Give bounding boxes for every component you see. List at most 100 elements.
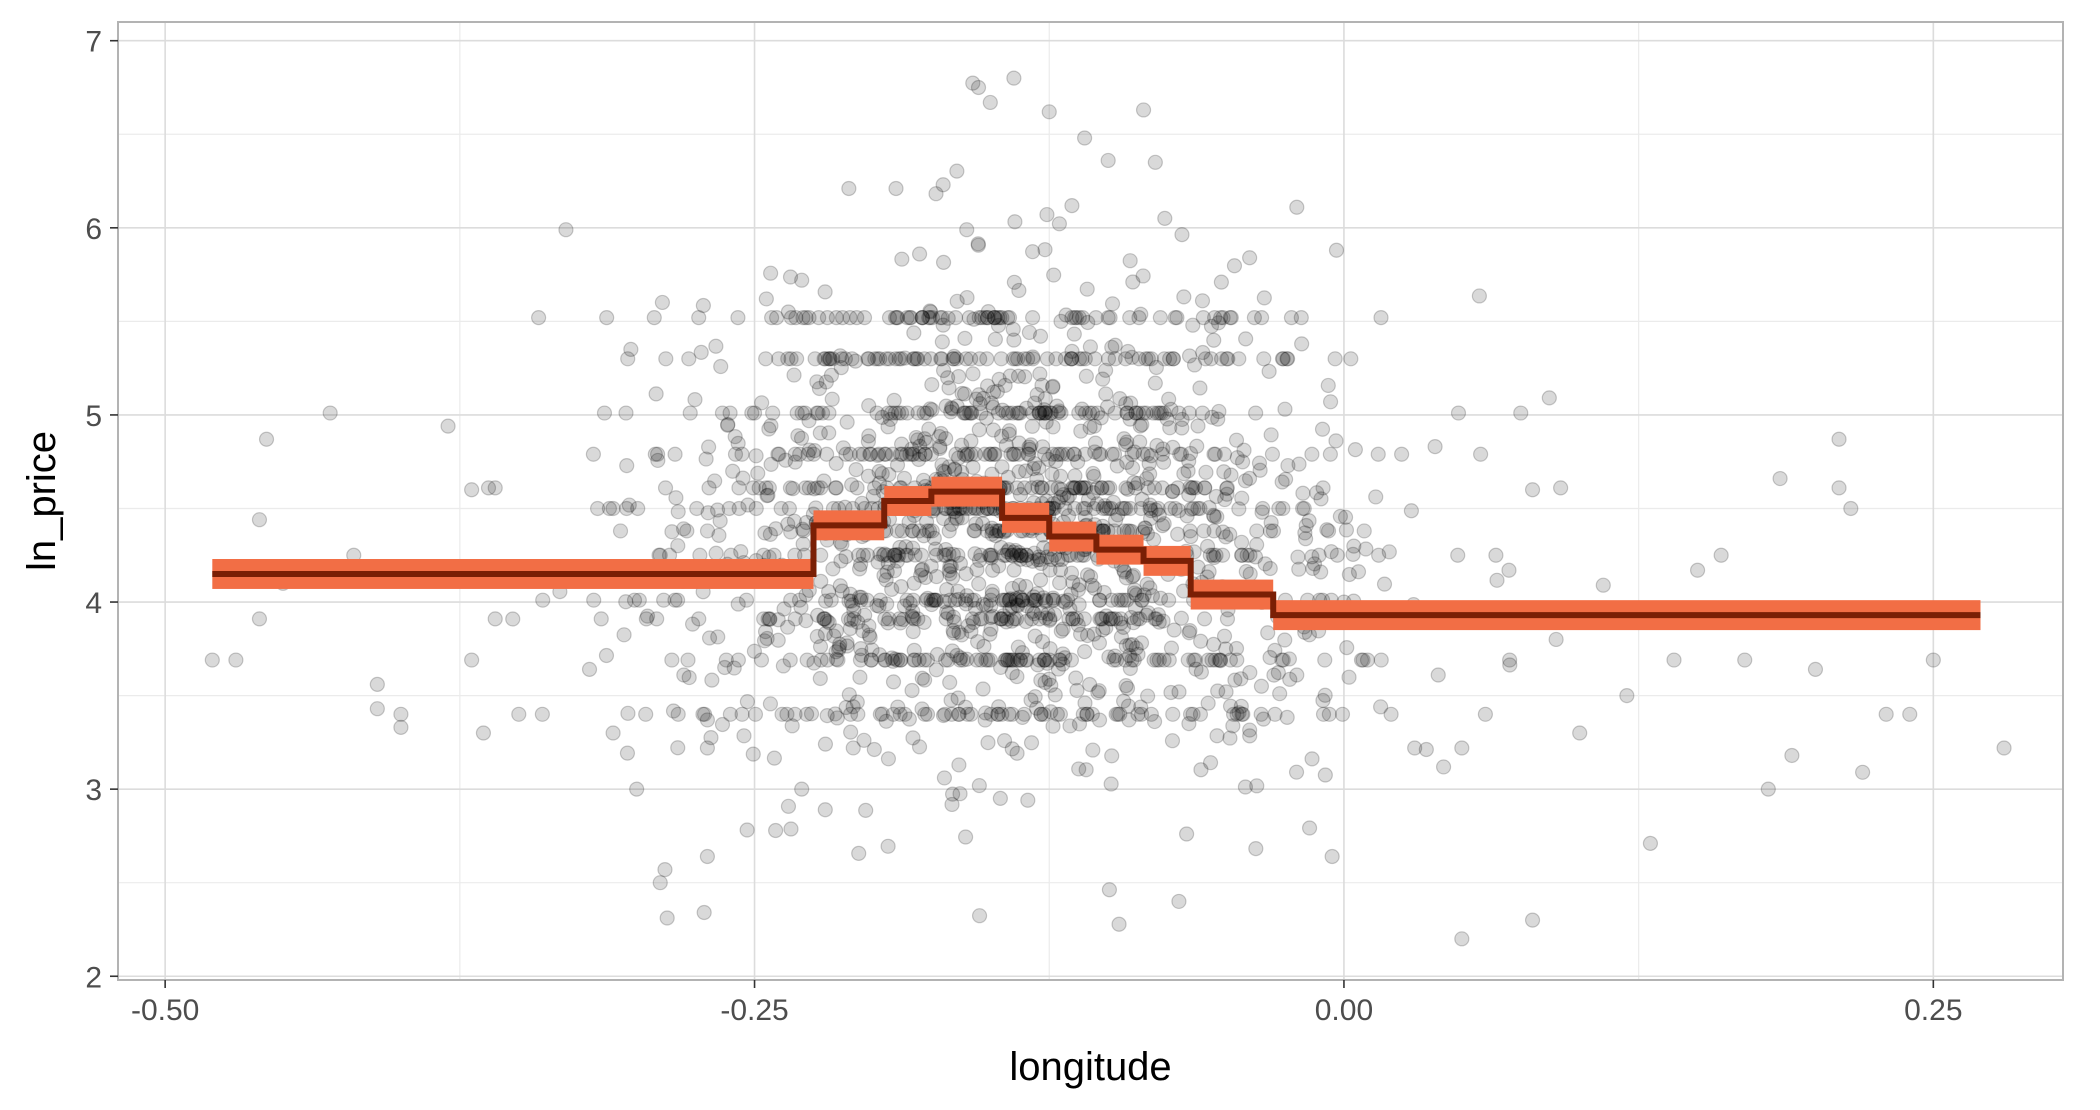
scatter-point xyxy=(946,351,962,367)
scatter-point xyxy=(996,547,1012,563)
scatter-point xyxy=(747,706,764,722)
scatter-point xyxy=(898,547,914,563)
scatter-point xyxy=(905,610,921,626)
scatter-point xyxy=(1068,611,1084,627)
scatter-point xyxy=(1119,592,1135,608)
scatter-point xyxy=(1037,405,1053,421)
scatter-point xyxy=(535,592,551,608)
scatter-point xyxy=(1304,549,1320,565)
scatter-point xyxy=(1306,556,1323,572)
scatter-point xyxy=(1014,645,1031,661)
scatter-point xyxy=(787,611,803,627)
scatter-point xyxy=(1027,689,1043,705)
scatter-point xyxy=(1087,580,1103,596)
scatter-point xyxy=(936,770,953,786)
scatter-point xyxy=(1037,242,1053,258)
scatter-point xyxy=(585,446,601,462)
scatter-point xyxy=(1099,480,1116,496)
scatter-point xyxy=(1135,102,1152,118)
scatter-point xyxy=(827,480,844,496)
scatter-point xyxy=(1179,508,1195,524)
scatter-point xyxy=(1038,610,1054,626)
scatter-point xyxy=(1088,310,1104,326)
scatter-point xyxy=(912,446,928,462)
scatter-point xyxy=(801,413,817,429)
scatter-point xyxy=(1011,464,1027,480)
scatter-point xyxy=(850,547,867,563)
scatter-point xyxy=(770,632,786,648)
scatter-point xyxy=(1146,531,1162,548)
scatter-point xyxy=(623,341,639,358)
scatter-point xyxy=(1126,582,1143,598)
scatter-point xyxy=(1471,288,1487,304)
scatter-point xyxy=(880,615,896,631)
scatter-point xyxy=(1075,706,1091,722)
scatter-point xyxy=(886,392,902,408)
scatter-point xyxy=(1000,652,1016,668)
scatter-point xyxy=(1373,310,1389,326)
scatter-point xyxy=(1009,652,1026,668)
scatter-point xyxy=(679,523,695,539)
x-axis-title: longitude xyxy=(1009,1045,1171,1089)
scatter-point xyxy=(1098,500,1114,517)
scatter-point xyxy=(1048,453,1064,470)
scatter-point xyxy=(806,446,822,462)
scatter-point xyxy=(649,611,665,627)
scatter-point xyxy=(881,351,897,367)
scatter-point xyxy=(1201,499,1217,516)
scatter-point xyxy=(487,611,503,627)
scatter-point xyxy=(904,523,921,539)
scatter-point xyxy=(1039,206,1055,223)
scatter-point xyxy=(1100,351,1117,367)
scatter-point xyxy=(1102,480,1118,496)
scatter-point xyxy=(949,647,965,664)
scatter-point xyxy=(944,706,960,722)
scatter-point xyxy=(875,547,891,563)
scatter-point xyxy=(1025,461,1042,477)
scatter-point xyxy=(761,480,777,496)
scatter-point xyxy=(1053,623,1069,639)
scatter-point xyxy=(794,272,810,288)
scatter-point xyxy=(941,562,957,579)
scatter-point xyxy=(795,536,811,552)
scatter-point xyxy=(788,310,804,326)
scatter-point xyxy=(1065,574,1081,590)
scatter-point xyxy=(1229,706,1245,722)
scatter-point xyxy=(1347,442,1363,458)
scatter-point xyxy=(931,428,947,445)
scatter-point xyxy=(1037,405,1053,421)
scatter-point xyxy=(1064,310,1080,326)
scatter-point xyxy=(707,473,723,489)
scatter-point xyxy=(849,480,865,496)
scatter-point xyxy=(1052,652,1068,668)
scatter-point xyxy=(770,446,786,462)
scatter-point xyxy=(1197,480,1213,496)
scatter-point xyxy=(877,446,893,462)
scatter-point xyxy=(950,583,966,599)
scatter-point xyxy=(746,643,763,659)
scatter-point xyxy=(619,745,636,761)
scatter-point xyxy=(842,586,858,602)
scatter-point xyxy=(990,310,1006,326)
scatter-point xyxy=(789,405,805,421)
scatter-point xyxy=(973,611,990,627)
scatter-point xyxy=(957,330,973,346)
scatter-point xyxy=(1098,620,1114,636)
scatter-point xyxy=(1056,487,1072,503)
scatter-point xyxy=(876,567,892,584)
scatter-point xyxy=(1018,578,1034,595)
scatter-point xyxy=(1222,698,1239,714)
scatter-point xyxy=(1338,522,1355,538)
scatter-point xyxy=(1305,560,1321,577)
scatter-point xyxy=(969,562,985,578)
scatter-point xyxy=(787,446,803,462)
scatter-point xyxy=(1011,577,1027,593)
scatter-point xyxy=(1110,706,1126,722)
scatter-point xyxy=(918,592,934,608)
scatter-point xyxy=(1188,661,1204,677)
scatter-point xyxy=(1042,641,1058,657)
scatter-point xyxy=(928,568,945,585)
scatter-point xyxy=(1171,405,1187,421)
scatter-point xyxy=(1016,480,1033,496)
